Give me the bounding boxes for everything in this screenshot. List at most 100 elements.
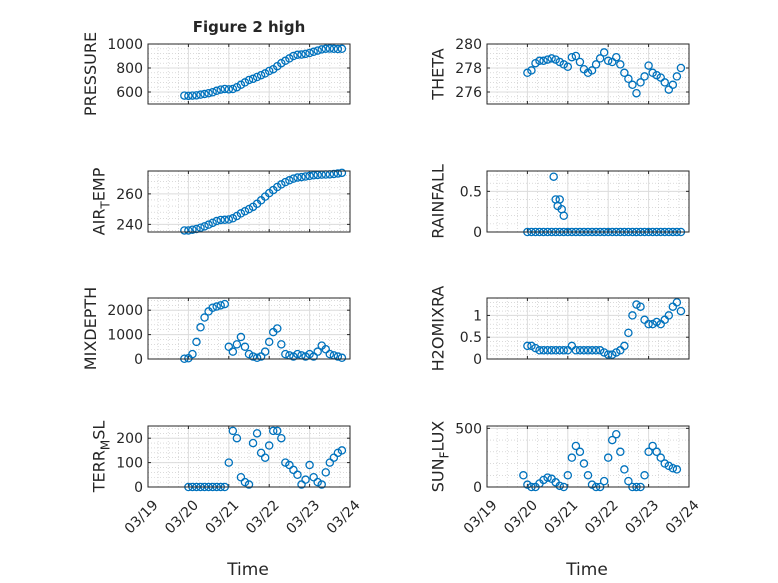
chart-title: Figure 2 high	[193, 18, 306, 36]
y-tick-label: 0.5	[460, 330, 482, 346]
y-tick-label: 0	[473, 352, 482, 368]
y-tick-label: 500	[455, 421, 482, 437]
axes-box	[147, 297, 351, 360]
data-point	[188, 225, 197, 234]
data-point	[228, 426, 238, 436]
data-point	[579, 346, 589, 355]
data-point	[535, 56, 544, 66]
data-point	[180, 226, 189, 235]
y-tick-label: 1000	[107, 328, 143, 344]
data-point	[591, 60, 601, 69]
data-point	[281, 349, 290, 359]
x-axis-label: Time	[226, 560, 269, 580]
data-point	[612, 52, 621, 62]
data-point	[333, 352, 343, 361]
data-point	[285, 176, 294, 185]
data-point	[216, 301, 225, 310]
y-axis-label: RAINFALL	[429, 164, 448, 239]
data-point	[587, 66, 597, 75]
data-point	[297, 50, 306, 59]
data-point	[317, 45, 326, 54]
axes-pressure: 600 800 1000 Figure 2 high PRESSURE	[81, 18, 351, 116]
data-point	[547, 54, 556, 63]
data-point	[224, 215, 234, 224]
data-point	[192, 337, 201, 347]
y-tick-label: 0	[134, 480, 143, 496]
data-point	[224, 85, 234, 94]
y-tick-label: 2000	[107, 303, 143, 319]
axes-box	[147, 170, 351, 233]
data-point	[555, 346, 564, 355]
data-point	[555, 195, 564, 204]
data-point	[244, 480, 254, 489]
data-point	[539, 346, 548, 355]
data-point	[579, 459, 589, 468]
axes-box	[486, 43, 690, 105]
data-point	[664, 311, 674, 320]
y-tick-label: 0	[473, 225, 482, 241]
data-point	[571, 441, 581, 451]
data-point	[240, 342, 250, 352]
data-point	[563, 62, 573, 72]
data-point	[607, 435, 617, 445]
data-point	[628, 311, 637, 320]
data-point	[196, 323, 205, 332]
data-point	[305, 171, 314, 181]
data-point	[236, 332, 246, 342]
data-point	[575, 447, 585, 457]
data-point	[616, 60, 625, 69]
data-point	[624, 328, 633, 338]
y-tick-label: 280	[455, 37, 482, 53]
y-axis-label: THETA	[429, 48, 448, 100]
data-point	[208, 218, 217, 228]
data-point	[668, 80, 678, 90]
data-point	[599, 48, 609, 57]
data-point	[543, 346, 552, 355]
y-axis-label: PRESSURE	[81, 32, 100, 116]
data-point	[656, 453, 665, 462]
axes-box	[147, 425, 351, 488]
y-axis-label: H2OMIXRA	[429, 286, 448, 372]
data-point	[264, 66, 274, 76]
data-point	[200, 222, 209, 231]
data-point	[228, 84, 238, 94]
axes-rainfall: 0 0.5 RAINFALL	[429, 164, 690, 241]
data-point	[333, 44, 343, 54]
data-point	[636, 78, 645, 87]
data-point	[672, 298, 682, 307]
data-point	[571, 51, 581, 61]
data-point	[252, 353, 262, 363]
data-point	[277, 340, 286, 349]
y-tick-label: 260	[116, 187, 143, 203]
data-point	[260, 453, 270, 462]
data-point	[567, 52, 577, 62]
data-point	[289, 174, 298, 183]
data-point	[539, 56, 548, 66]
data-point	[208, 87, 217, 97]
data-point	[337, 44, 347, 54]
data-point	[264, 441, 274, 450]
data-point	[583, 346, 593, 355]
y-axis-label: AIRTEMP	[90, 167, 113, 235]
data-point	[321, 44, 331, 54]
data-point	[277, 433, 286, 443]
data-point	[599, 348, 609, 357]
data-point	[208, 303, 217, 313]
data-point	[248, 438, 258, 448]
data-point	[248, 74, 258, 84]
data-point	[591, 346, 601, 355]
data-point	[549, 172, 558, 181]
data-point	[603, 350, 613, 359]
data-point	[603, 453, 613, 462]
data-point	[192, 91, 201, 100]
data-point	[256, 70, 266, 80]
data-point	[543, 473, 552, 482]
data-point	[632, 300, 641, 309]
data-point	[652, 317, 661, 327]
data-point	[273, 426, 282, 436]
y-tick-label: 0	[134, 352, 143, 368]
data-point	[620, 465, 629, 474]
data-point	[204, 220, 213, 229]
axes-mixdepth: 0 1000 2000 MIXDEPTH	[81, 287, 351, 370]
